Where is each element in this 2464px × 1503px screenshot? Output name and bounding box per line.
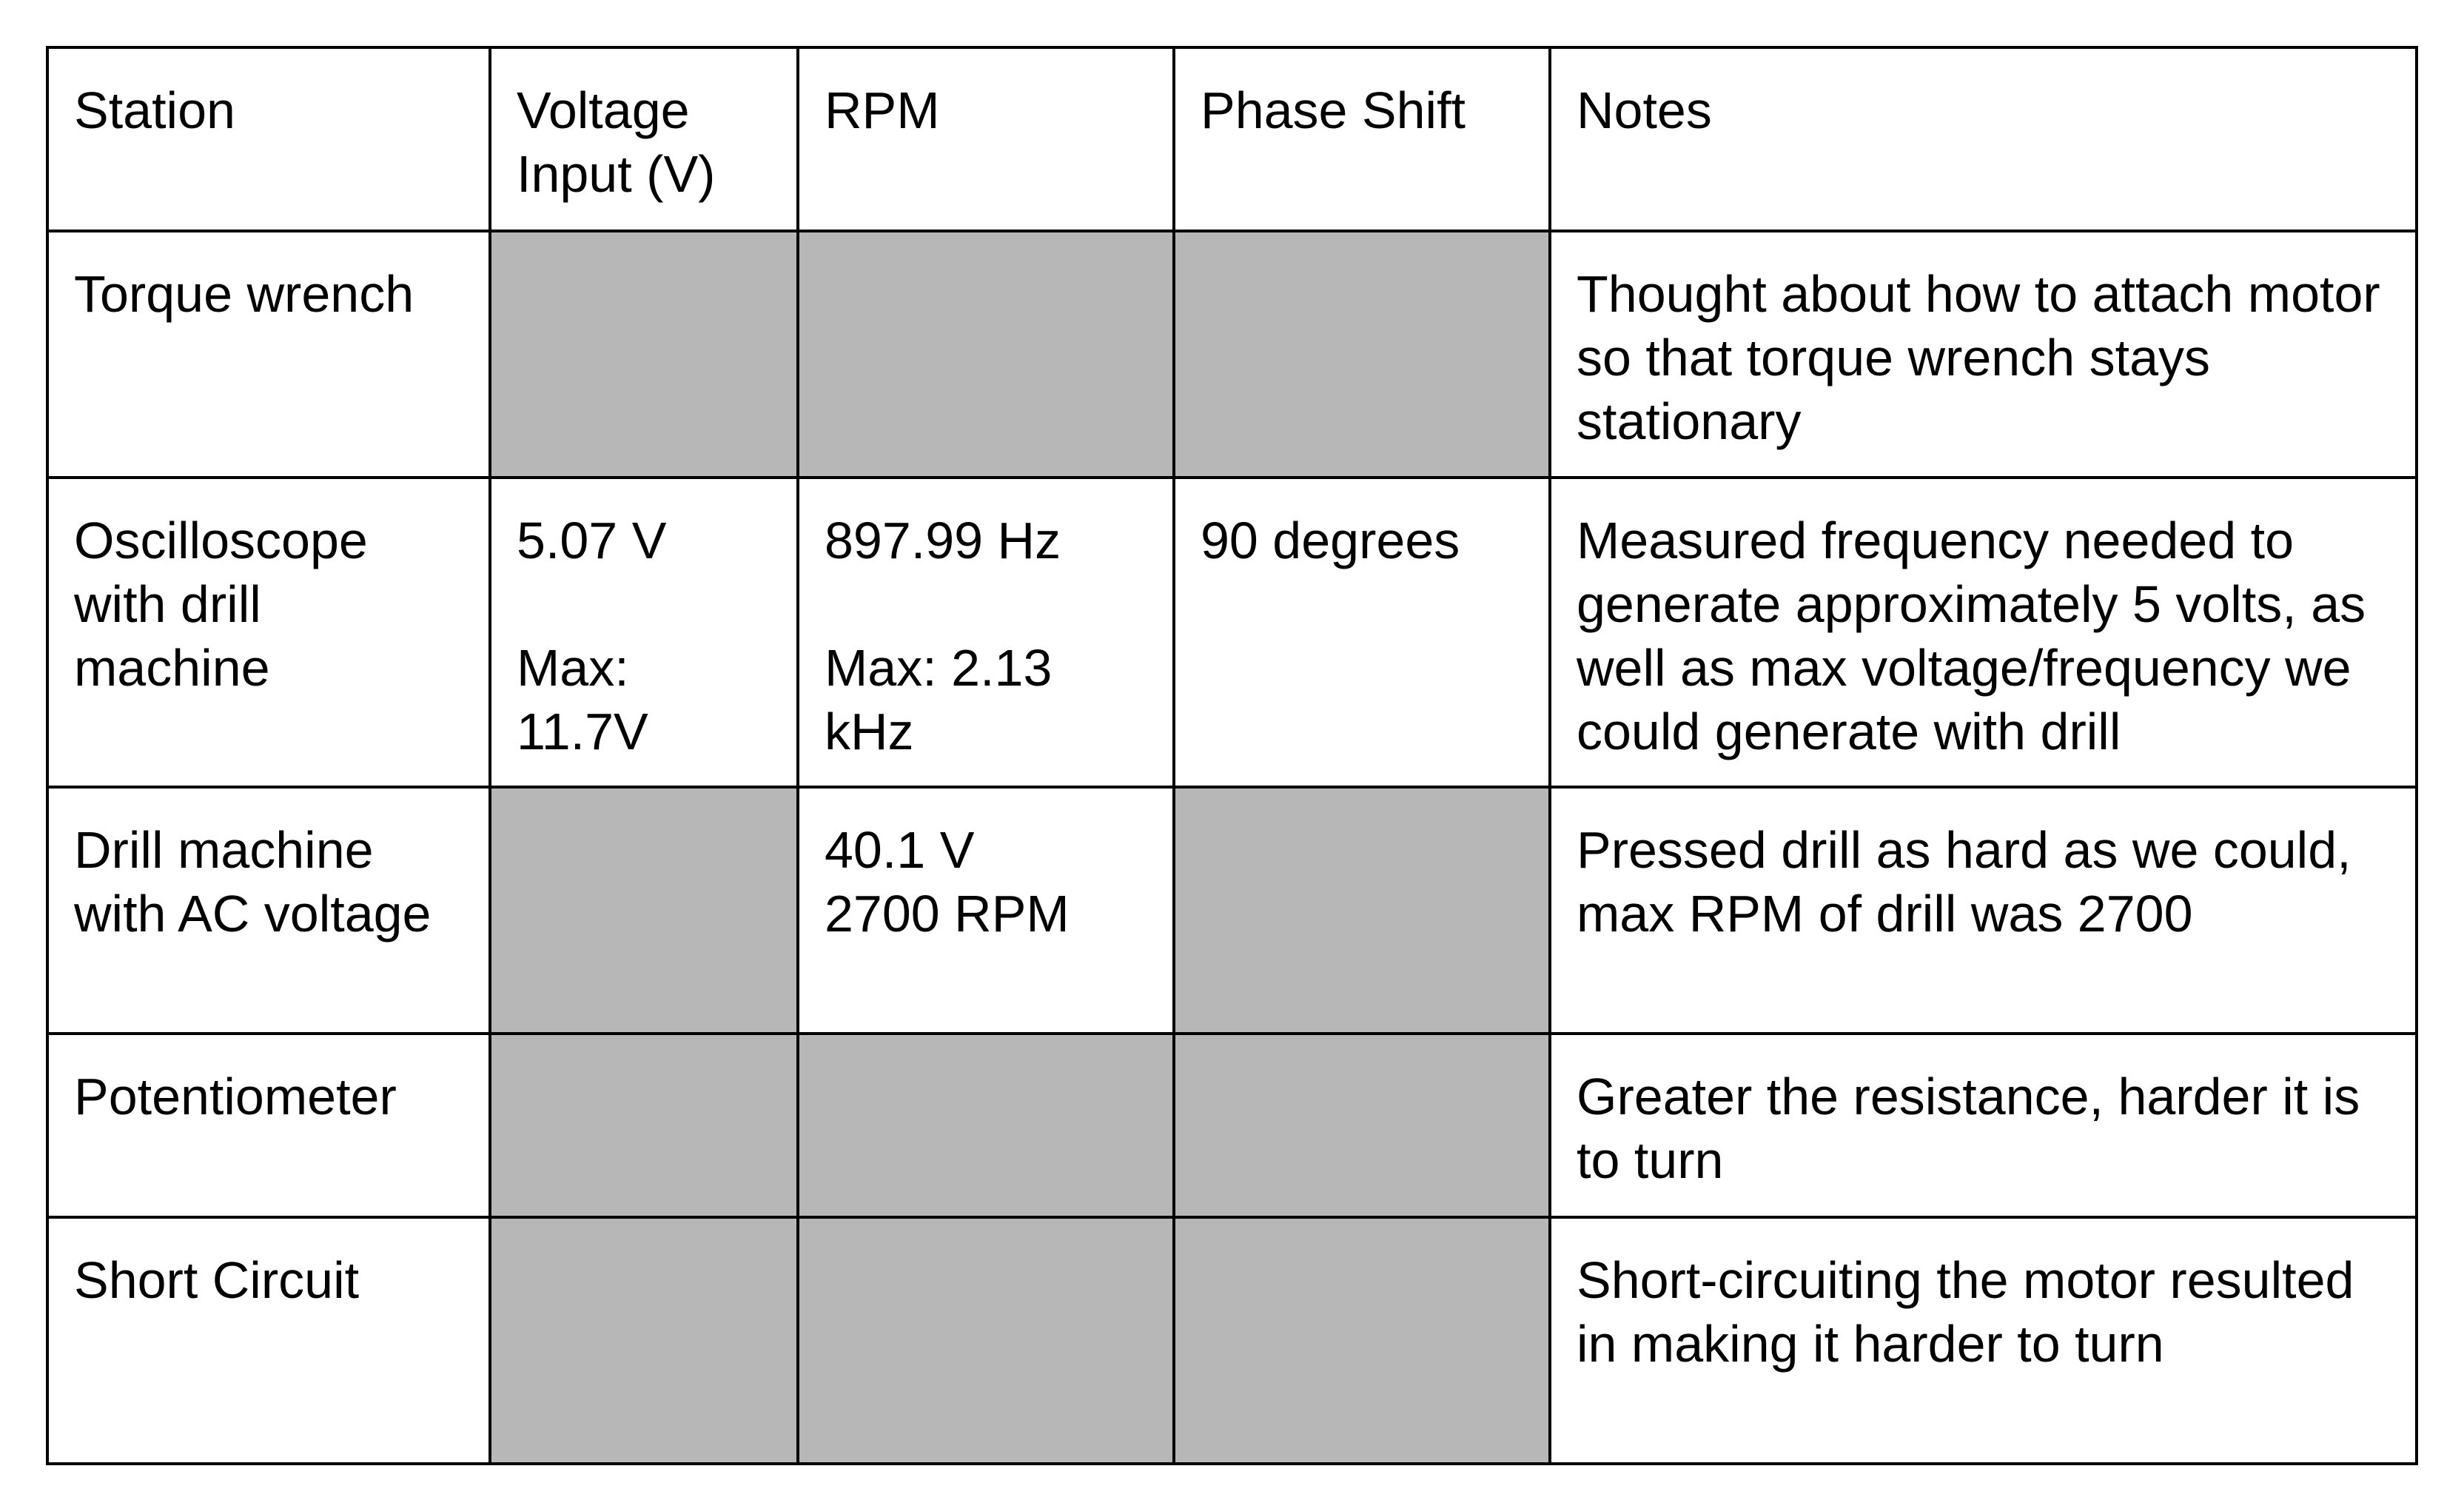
table-row: Short Circuit Short-circuiting the motor… bbox=[46, 1216, 2418, 1465]
cell-voltage-empty bbox=[489, 230, 799, 479]
rpm-value: 40.1 V bbox=[825, 821, 975, 879]
cell-notes: Thought about how to attach motor so tha… bbox=[1548, 230, 2418, 479]
header-station: Station bbox=[46, 46, 491, 232]
cell-phase-empty bbox=[1172, 1216, 1551, 1465]
cell-rpm-empty bbox=[796, 230, 1175, 479]
cell-notes: Short-circuiting the motor resulted in m… bbox=[1548, 1216, 2418, 1465]
voltage-value: 5.07 V bbox=[517, 512, 667, 569]
cell-voltage-empty bbox=[489, 1216, 799, 1465]
document-page: Station Voltage Input (V) RPM Phase Shif… bbox=[46, 46, 2418, 1465]
cell-voltage: 5.07 V Max: 11.7V bbox=[489, 476, 799, 789]
table-row: Potentiometer Greater the resistance, ha… bbox=[46, 1032, 2418, 1219]
table-row: Torque wrench Thought about how to attac… bbox=[46, 230, 2418, 479]
cell-phase-empty bbox=[1172, 1032, 1551, 1219]
cell-station: Torque wrench bbox=[46, 230, 491, 479]
table-header-row: Station Voltage Input (V) RPM Phase Shif… bbox=[46, 46, 2418, 232]
rpm-value: 897.99 Hz bbox=[825, 512, 1061, 569]
data-table: Station Voltage Input (V) RPM Phase Shif… bbox=[46, 46, 2418, 1465]
cell-station: Drill machine with AC voltage bbox=[46, 786, 491, 1035]
cell-voltage-empty bbox=[489, 786, 799, 1035]
cell-notes: Pressed drill as hard as we could, max R… bbox=[1548, 786, 2418, 1035]
cell-rpm: 897.99 Hz Max: 2.13 kHz bbox=[796, 476, 1175, 789]
cell-rpm: 40.1 V 2700 RPM bbox=[796, 786, 1175, 1035]
header-notes: Notes bbox=[1548, 46, 2418, 232]
cell-station: Potentiometer bbox=[46, 1032, 491, 1219]
cell-phase-empty bbox=[1172, 786, 1551, 1035]
cell-voltage-empty bbox=[489, 1032, 799, 1219]
table-row: Oscilloscope with drill machine 5.07 V M… bbox=[46, 476, 2418, 789]
header-phase-shift: Phase Shift bbox=[1172, 46, 1551, 232]
rpm-value-line2: 2700 RPM bbox=[825, 885, 1070, 943]
cell-station: Short Circuit bbox=[46, 1216, 491, 1465]
cell-phase: 90 degrees bbox=[1172, 476, 1551, 789]
cell-rpm-empty bbox=[796, 1216, 1175, 1465]
cell-phase-empty bbox=[1172, 230, 1551, 479]
voltage-max: Max: 11.7V bbox=[517, 639, 648, 760]
cell-notes: Greater the resistance, harder it is to … bbox=[1548, 1032, 2418, 1219]
cell-station: Oscilloscope with drill machine bbox=[46, 476, 491, 789]
cell-rpm-empty bbox=[796, 1032, 1175, 1219]
table-row: Drill machine with AC voltage 40.1 V 270… bbox=[46, 786, 2418, 1035]
rpm-max: Max: 2.13 kHz bbox=[825, 639, 1053, 760]
header-voltage-input: Voltage Input (V) bbox=[489, 46, 799, 232]
cell-notes: Measured frequency needed to generate ap… bbox=[1548, 476, 2418, 789]
header-rpm: RPM bbox=[796, 46, 1175, 232]
